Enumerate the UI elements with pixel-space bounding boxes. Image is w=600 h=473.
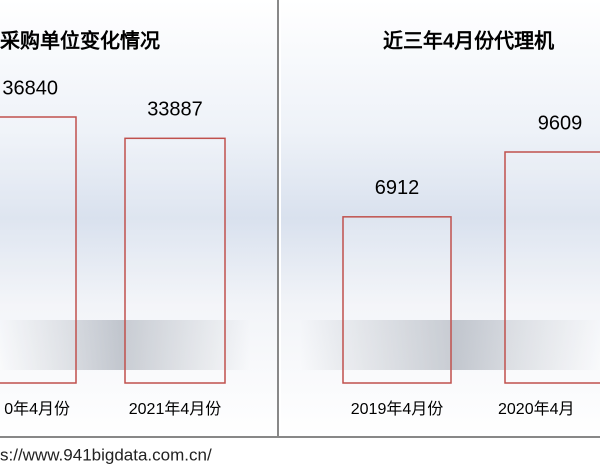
value-label: 33887 xyxy=(147,99,203,121)
bar xyxy=(0,116,77,384)
x-tick-label: 0年4月份 xyxy=(4,400,70,418)
chart-title: 采购单位变化情况 xyxy=(0,28,160,52)
url: s://www.941bigdata.com.cn/ xyxy=(0,445,212,464)
x-tick-label: 2020年4月 xyxy=(498,400,575,418)
shadow xyxy=(300,320,600,370)
value-label: 36840 xyxy=(2,77,58,99)
value-label: 6912 xyxy=(375,177,420,199)
x-tick-label: 2019年4月份 xyxy=(351,400,444,418)
bar xyxy=(124,137,226,384)
bar xyxy=(504,151,600,384)
chart-title: 近三年4月份代理机 xyxy=(383,28,554,52)
x-tick-label: 2021年4月份 xyxy=(129,400,222,418)
value-label: 9609 xyxy=(538,112,583,134)
bar xyxy=(342,216,452,384)
